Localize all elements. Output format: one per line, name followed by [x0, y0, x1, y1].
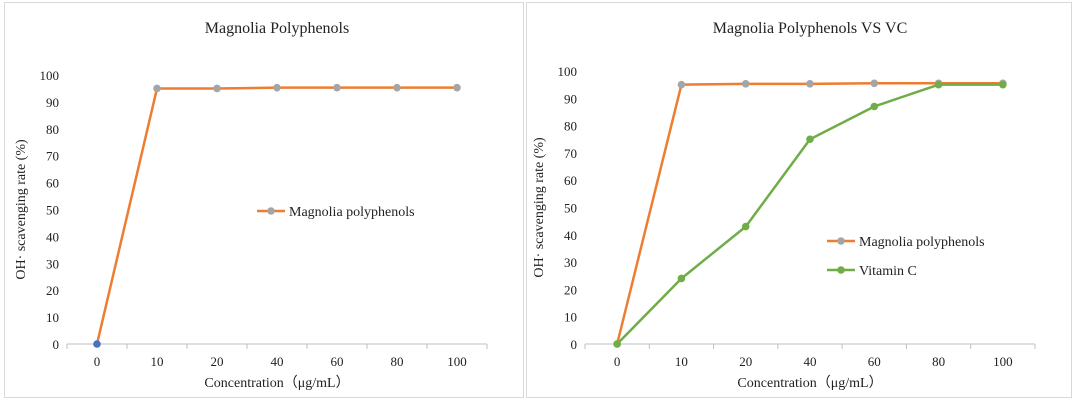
- x-tick-label: 20: [739, 354, 752, 369]
- y-tick-label: 80: [46, 122, 59, 137]
- x-tick-label: 100: [993, 354, 1013, 369]
- y-tick-label: 60: [564, 173, 577, 188]
- data-point-series-2: [806, 135, 814, 144]
- x-tick-label: 40: [804, 354, 817, 369]
- y-tick-label: 0: [571, 337, 578, 352]
- y-tick-label: 100: [40, 68, 60, 83]
- legend-label-1: Magnolia polyphenols: [289, 205, 415, 220]
- y-axis-label: OH· scavenging rate (%): [14, 139, 29, 280]
- legend-marker-1: [837, 237, 845, 245]
- data-point-series-1: [453, 83, 461, 92]
- chart-panel-magnolia-vs-vc: Magnolia Polyphenols VS VC 0 10 20 40 60 80 100…: [526, 2, 1072, 398]
- x-tick-label: 10: [675, 354, 688, 369]
- data-point-series-1: [153, 84, 161, 93]
- data-point-series-1: [393, 83, 401, 92]
- data-point-series-2: [677, 274, 686, 283]
- legend-marker-1: [267, 207, 275, 215]
- chart-panel-magnolia: Magnolia Polyphenols 0 10 20 40 60 80 100 0 10 20 3…: [4, 2, 524, 398]
- data-point-series-1: [213, 84, 221, 93]
- chart-title: Magnolia Polyphenols VS VC: [713, 20, 908, 37]
- y-tick-label: 40: [564, 228, 577, 243]
- y-tick-label: 50: [564, 201, 577, 216]
- legend-label-2: Vitamin C: [859, 264, 917, 279]
- series-line-1: [615, 82, 1003, 345]
- y-tick-label: 90: [564, 91, 577, 106]
- chart-svg-magnolia-vs-vc: Magnolia Polyphenols VS VC0 10 20 40 60 80 100…: [532, 20, 1036, 391]
- y-tick-label: 20: [46, 283, 59, 298]
- data-point-series-1: [741, 80, 750, 88]
- y-tick-label: 40: [46, 229, 59, 244]
- y-tick-label: 60: [46, 176, 59, 191]
- data-point-series-1: [333, 83, 341, 92]
- x-tick-label: 20: [211, 354, 224, 369]
- data-point-series-2: [870, 102, 879, 111]
- data-point-series-1: [870, 79, 879, 88]
- data-point-series-2: [934, 80, 943, 89]
- y-tick-label: 20: [564, 282, 577, 297]
- x-tick-label: 80: [391, 354, 404, 369]
- x-tick-label: 0: [94, 354, 101, 369]
- x-tick-label: 60: [331, 354, 344, 369]
- chart-title: Magnolia Polyphenols: [205, 20, 349, 37]
- y-tick-label: 30: [46, 256, 59, 271]
- legend-marker-2: [837, 266, 845, 274]
- data-point-series-2: [613, 340, 621, 348]
- data-point-series-1: [806, 80, 814, 88]
- y-tick-label: 50: [46, 203, 59, 218]
- y-tick-label: 10: [46, 310, 59, 325]
- y-tick-label: 100: [558, 64, 578, 79]
- chart-svg-magnolia: Magnolia Polyphenols 0 10 20 40 60 80 100 0 10 20 3…: [14, 20, 488, 391]
- x-tick-label: 10: [151, 354, 164, 369]
- y-tick-label: 0: [53, 337, 60, 352]
- data-point-series-1: [273, 83, 281, 92]
- x-axis-label: Concentration（μg/mL）: [204, 375, 349, 391]
- x-tick-label: 60: [868, 354, 881, 369]
- series-line-2: [616, 83, 1003, 345]
- x-tick-label: 100: [447, 354, 467, 369]
- y-axis-label: OH· scavenging rate (%): [532, 137, 547, 278]
- y-tick-label: 70: [46, 149, 59, 164]
- legend-label-1: Magnolia polyphenols: [859, 235, 985, 250]
- data-point-series-1: [93, 340, 101, 348]
- y-tick-label: 30: [564, 255, 577, 270]
- data-point-series-1: [677, 80, 686, 89]
- y-tick-label: 80: [564, 119, 577, 134]
- x-axis-label: Concentration（μg/mL）: [737, 375, 882, 391]
- data-point-series-2: [741, 222, 750, 231]
- x-tick-label: 0: [614, 354, 621, 369]
- x-tick-label: 40: [271, 354, 284, 369]
- y-tick-label: 10: [564, 310, 577, 325]
- x-tick-label: 80: [932, 354, 945, 369]
- y-tick-label: 90: [46, 95, 59, 110]
- data-point-series-2: [999, 80, 1007, 89]
- y-tick-label: 70: [564, 146, 577, 161]
